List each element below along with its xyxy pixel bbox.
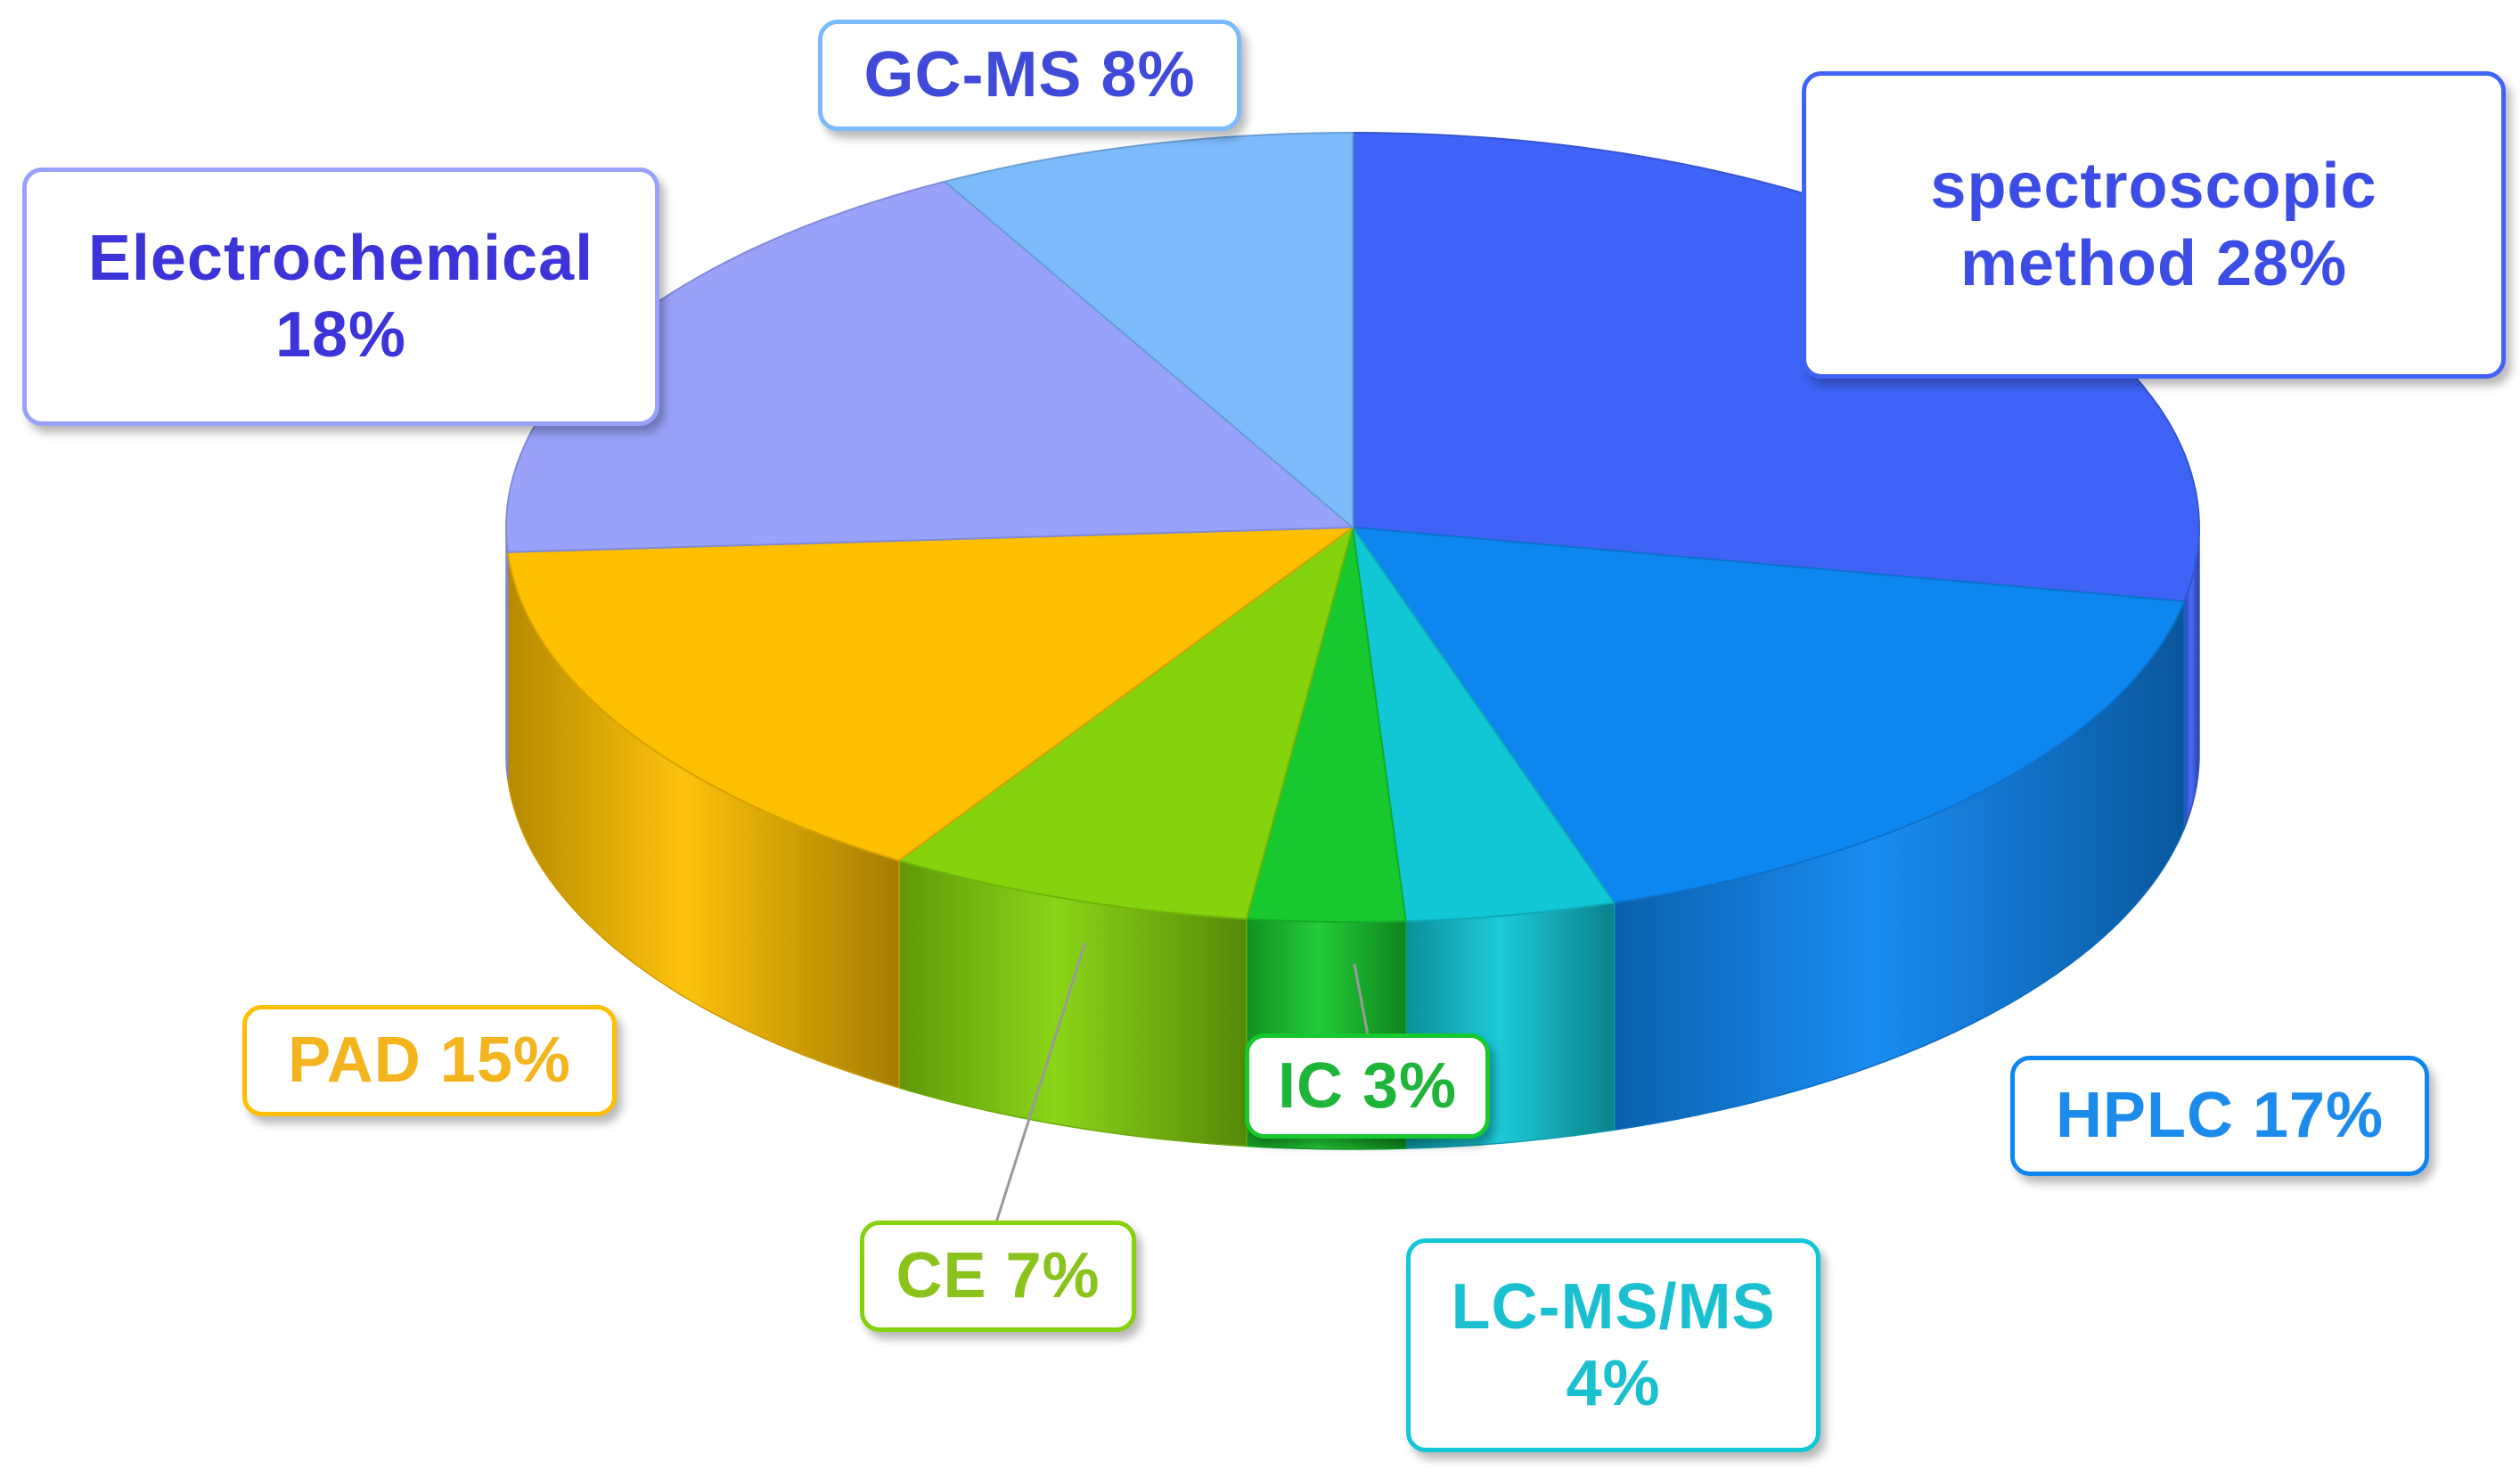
- label-spectroscopic-method-text: spectroscopic method 28%: [1930, 151, 2377, 299]
- pie-side-electrochemical: [505, 527, 509, 780]
- label-leader-lines: [994, 942, 1370, 1223]
- pie-slice-pad: [506, 527, 1354, 862]
- label-electrochemical-text: Electrochemical 18%: [87, 222, 594, 371]
- pie-slice-ic: [1245, 527, 1407, 923]
- pie-top-slices: [505, 132, 2200, 923]
- label-spectroscopic-method: spectroscopic method 28%: [1802, 71, 2506, 379]
- pie-slice-lc-ms-ms: [1352, 527, 1616, 923]
- label-hplc: HPLC 17%: [2010, 1056, 2429, 1176]
- pie-slice-ce: [898, 527, 1354, 920]
- label-lc-ms-ms-text: LC-MS/MS 4%: [1451, 1270, 1776, 1419]
- leader-line-ic: [1353, 963, 1370, 1036]
- pie-slice-gc-ms: [944, 132, 1354, 528]
- label-ic: IC 3%: [1245, 1033, 1490, 1139]
- label-lc-ms-ms: LC-MS/MS 4%: [1406, 1238, 1820, 1452]
- label-gc-ms: GC-MS 8%: [818, 20, 1241, 131]
- label-hplc-text: HPLC 17%: [2055, 1080, 2385, 1152]
- label-ce: CE 7%: [860, 1221, 1136, 1332]
- label-ce-text: CE 7%: [896, 1240, 1100, 1312]
- label-pad-text: PAD 15%: [288, 1025, 571, 1097]
- label-ic-text: IC 3%: [1277, 1049, 1458, 1122]
- label-gc-ms-text: GC-MS 8%: [863, 39, 1196, 111]
- pie-slice-hplc: [1352, 527, 2186, 904]
- label-pad: PAD 15%: [242, 1005, 617, 1116]
- label-electrochemical: Electrochemical 18%: [22, 167, 659, 426]
- leader-line-ce: [994, 942, 1087, 1223]
